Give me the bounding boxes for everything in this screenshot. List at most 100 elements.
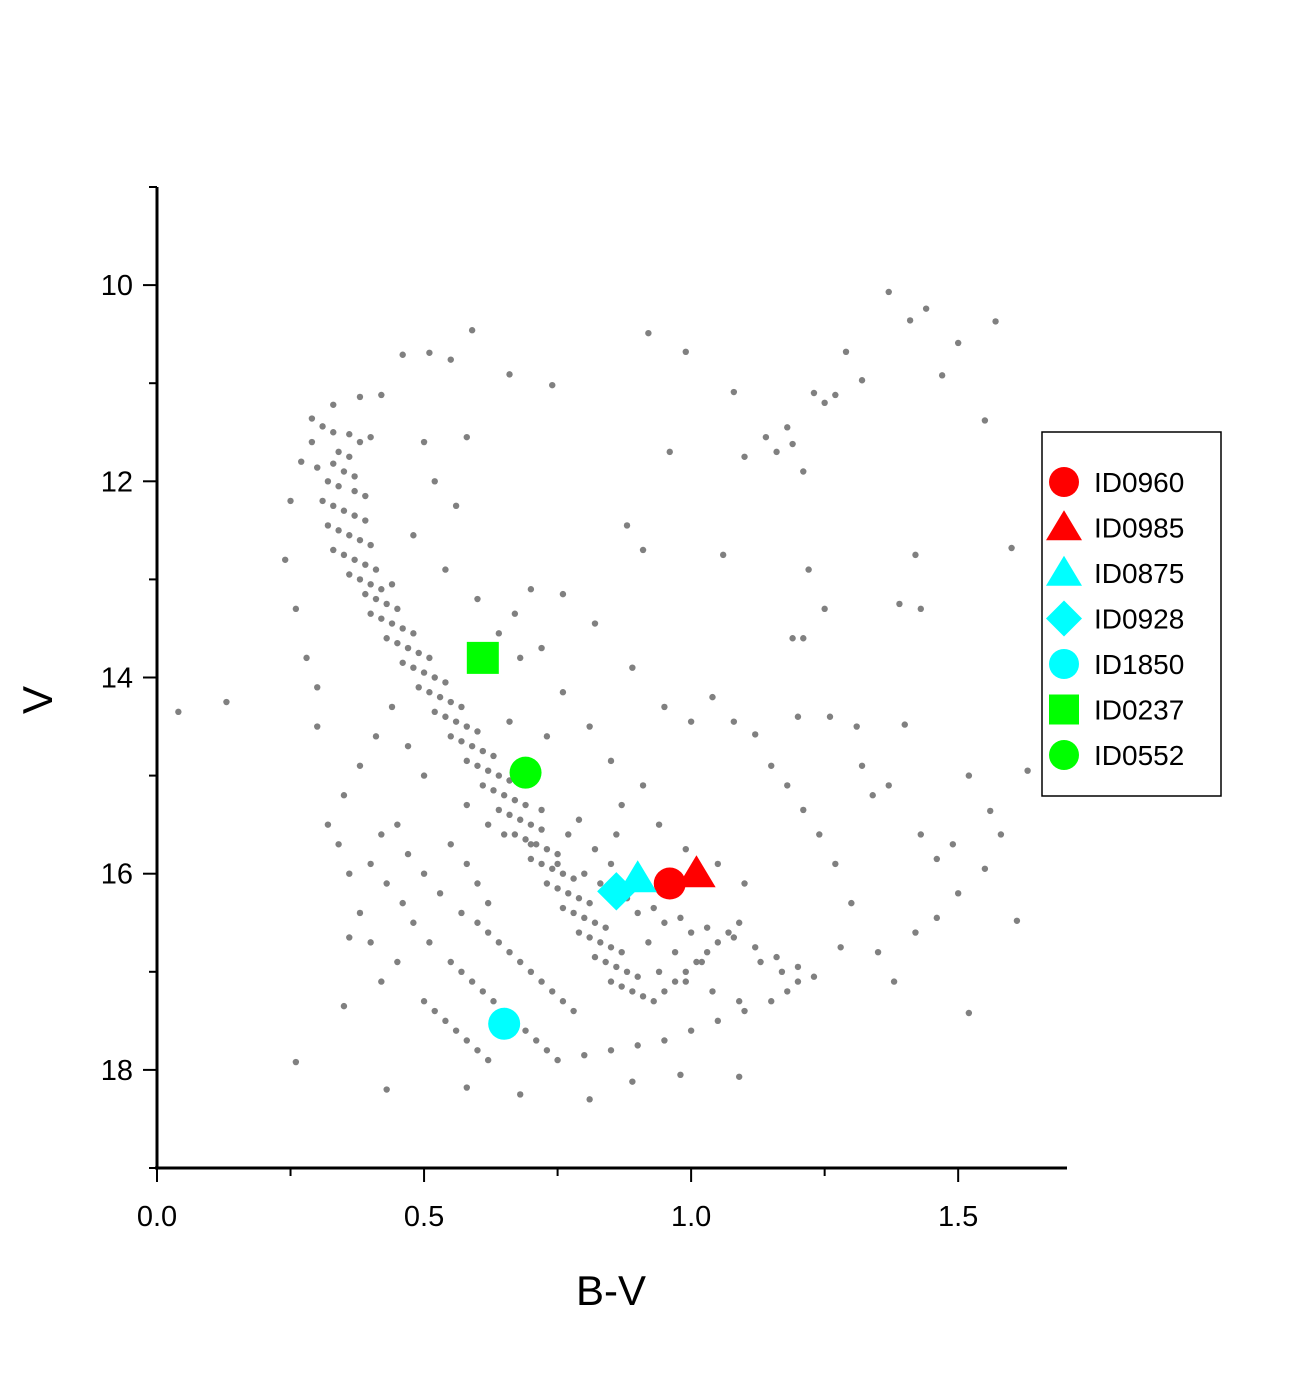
cluster-star-point xyxy=(533,1037,540,1044)
cluster-star-point xyxy=(394,821,401,828)
cluster-star-point xyxy=(768,998,775,1005)
cluster-star-point xyxy=(404,850,412,858)
cluster-star-point xyxy=(330,546,337,554)
cluster-star-point xyxy=(981,865,989,872)
cluster-star-point xyxy=(805,566,812,573)
cluster-star-point xyxy=(394,639,401,647)
cluster-star-point xyxy=(794,713,802,720)
x-ticks: 0.0 0.5 1.0 1.5 xyxy=(137,1168,978,1233)
cluster-star-point xyxy=(650,904,657,912)
cluster-star-point xyxy=(570,875,577,882)
cluster-star-point xyxy=(858,762,866,769)
cluster-star-point xyxy=(346,934,353,941)
cluster-star-point xyxy=(703,948,711,956)
cluster-star-point xyxy=(714,1017,722,1025)
cluster-star-point xyxy=(762,433,770,441)
cluster-star-point xyxy=(362,590,369,598)
cluster-star-point xyxy=(682,348,689,356)
cluster-star-point xyxy=(356,909,364,917)
cluster-star-point xyxy=(768,762,775,769)
cluster-star-point xyxy=(527,841,535,848)
cluster-star-point xyxy=(912,929,919,936)
cluster-star-point xyxy=(404,644,412,652)
cluster-star-point xyxy=(634,909,641,917)
cluster-star-point xyxy=(404,742,412,750)
cluster-star-point xyxy=(292,1058,300,1066)
cluster-star-point xyxy=(506,718,513,725)
cluster-star-point xyxy=(671,948,679,956)
cluster-star-point xyxy=(420,998,428,1005)
cluster-star-point xyxy=(346,532,353,539)
cluster-star-point xyxy=(175,708,182,716)
cluster-star-point xyxy=(314,723,321,730)
cluster-star-point xyxy=(591,919,599,926)
cluster-star-point xyxy=(522,801,529,809)
cluster-star-point xyxy=(543,880,551,887)
cluster-star-point xyxy=(650,998,657,1005)
cluster-star-point xyxy=(346,431,353,438)
cluster-star-point xyxy=(410,532,417,539)
cluster-star-point xyxy=(474,880,481,887)
cluster-star-point xyxy=(346,453,353,460)
cluster-star-point xyxy=(730,388,738,396)
cluster-star-point xyxy=(426,654,433,662)
cluster-star-point xyxy=(559,590,567,598)
cluster-star-point xyxy=(554,885,561,892)
cluster-star-point xyxy=(415,649,422,657)
cluster-star-point xyxy=(303,654,310,662)
cluster-star-point xyxy=(394,958,401,966)
cluster-star-point xyxy=(917,831,924,838)
cluster-star-point xyxy=(848,899,855,907)
cluster-star-point xyxy=(730,934,738,941)
cluster-star-point xyxy=(378,391,385,399)
cluster-star-point xyxy=(292,605,300,613)
cluster-star-point xyxy=(906,317,914,324)
cluster-star-point xyxy=(351,487,358,495)
cluster-star-point xyxy=(351,473,358,480)
axes: 0.0 0.5 1.0 1.5 10 12 14 16 18 xyxy=(101,186,1067,1233)
cluster-star-point xyxy=(954,890,962,897)
cluster-star-point xyxy=(543,733,551,740)
cluster-star-point xyxy=(484,1056,492,1064)
cluster-star-point xyxy=(922,305,930,312)
cluster-star-point xyxy=(431,478,438,485)
cluster-star-point xyxy=(367,939,374,946)
cluster-star-point xyxy=(351,556,358,563)
cluster-star-point xyxy=(517,816,524,823)
cluster-star-point xyxy=(687,1027,695,1034)
cluster-star-point xyxy=(517,958,524,966)
cluster-star-point xyxy=(335,483,342,490)
cluster-star-point xyxy=(559,689,567,696)
cluster-star-point xyxy=(527,968,535,975)
cluster-star-point xyxy=(901,721,908,728)
cluster-star-point xyxy=(458,909,465,917)
cluster-star-point xyxy=(543,845,551,853)
cluster-star-point xyxy=(431,708,438,716)
cluster-star-point xyxy=(527,821,535,828)
cluster-star-point xyxy=(613,963,620,971)
cluster-star-point xyxy=(330,429,337,436)
cluster-star-point xyxy=(468,742,476,750)
cluster-star-point xyxy=(714,860,722,868)
cluster-star-point xyxy=(527,586,535,593)
x-tick-label: 1.0 xyxy=(671,1201,711,1233)
cluster-star-point xyxy=(933,914,941,922)
cluster-star-point xyxy=(682,978,689,985)
cluster-star-point xyxy=(629,1078,636,1085)
cluster-star-point xyxy=(383,635,390,642)
x-tick-label: 0.0 xyxy=(137,1201,177,1233)
cluster-star-point xyxy=(495,939,503,946)
cluster-star-point xyxy=(938,372,946,379)
x-tick-label: 1.5 xyxy=(938,1201,978,1233)
cluster-star-point xyxy=(474,728,481,735)
cluster-star-point xyxy=(677,914,684,922)
cluster-star-point xyxy=(335,527,342,534)
cluster-star-point xyxy=(885,288,892,296)
cluster-star-point xyxy=(629,664,636,671)
cluster-star-point xyxy=(885,782,892,789)
cluster-star-point xyxy=(484,899,492,907)
cluster-star-point xyxy=(623,522,631,529)
cluster-star-point xyxy=(442,566,449,573)
cluster-star-point xyxy=(896,600,903,608)
cluster-star-point xyxy=(800,635,807,642)
